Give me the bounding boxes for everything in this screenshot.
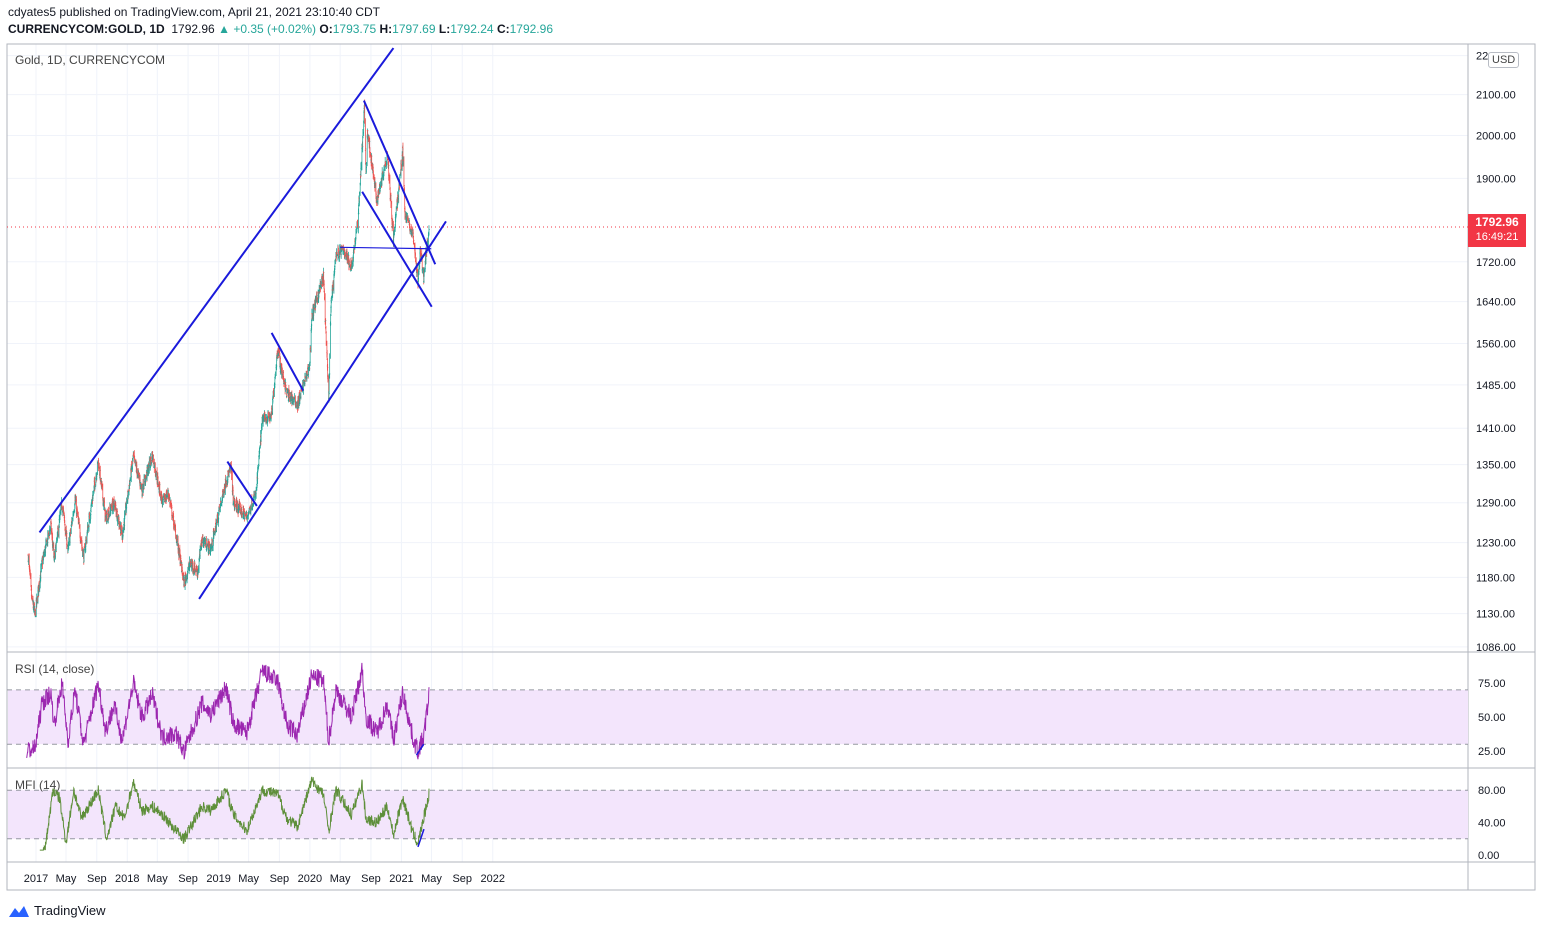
- ohlc-line: CURRENCYCOM:GOLD, 1D 1792.96 ▲ +0.35 (+0…: [8, 22, 553, 36]
- rsi-line: [26, 662, 430, 760]
- trendline: [361, 191, 433, 308]
- price-axis-label: 1350.00: [1476, 460, 1516, 472]
- close-value: 1792.96: [509, 22, 553, 36]
- time-axis-label: 2018: [115, 873, 139, 885]
- time-axis-label: May: [238, 873, 259, 885]
- price-axis-label: 1180.00: [1476, 572, 1515, 584]
- time-axis-label: Sep: [452, 873, 472, 885]
- last-price-tag-value: 1792.96: [1475, 215, 1519, 229]
- time-axis-label: May: [56, 873, 77, 885]
- mfi-axis-label: 40.00: [1478, 818, 1506, 830]
- time-axis-label: May: [147, 873, 168, 885]
- open-label: O:: [319, 22, 333, 36]
- mfi-pane: [7, 776, 1468, 851]
- publisher-line: cdyates5 published on TradingView.com, A…: [8, 5, 381, 19]
- main-pane-legend: Gold, 1D, CURRENCYCOM: [15, 53, 166, 67]
- time-axis-label: 2021: [389, 873, 413, 885]
- symbol-label: CURRENCYCOM:GOLD, 1D: [8, 22, 165, 36]
- rsi-axis-label: 25.00: [1478, 746, 1506, 758]
- rsi-trendline: [415, 743, 425, 756]
- time-axis-label: Sep: [87, 873, 107, 885]
- time-axis-label: Sep: [178, 873, 198, 885]
- mfi-trendline: [417, 828, 425, 848]
- trendline: [340, 246, 432, 250]
- time-axis-label: 2022: [481, 873, 505, 885]
- low-value: 1792.24: [450, 22, 494, 36]
- price-axis-label: 2100.00: [1476, 90, 1516, 102]
- pane-frames: [6, 43, 1536, 891]
- rsi-pane: [7, 662, 1468, 760]
- time-axis-label: 2020: [298, 873, 322, 885]
- chart-frame: [6, 43, 1536, 891]
- brand-name: TradingView: [34, 903, 106, 918]
- bar-countdown: 16:49:21: [1475, 231, 1519, 243]
- trendline-drawings: [38, 47, 447, 848]
- open-value: 1793.75: [332, 22, 377, 36]
- trendline: [270, 332, 305, 391]
- time-axis-label: May: [330, 873, 351, 885]
- price-axis-label: 1230.00: [1476, 538, 1516, 550]
- rsi-axis-label: 75.00: [1478, 678, 1506, 690]
- mfi-axis-label: 0.00: [1478, 850, 1499, 862]
- change-value: +0.35 (+0.02%): [233, 22, 317, 36]
- price-axis-label: 2000.00: [1476, 130, 1516, 142]
- tradingview-logo-icon: [9, 905, 29, 917]
- mfi-band-fill: [8, 790, 1468, 839]
- rsi-pane-legend: RSI (14, close): [15, 662, 95, 676]
- axes: 2017 May Sep 2018 May Sep 2019 May Sep 2020 May Sep…: [24, 51, 1516, 885]
- price-axis-label: 1720.00: [1476, 257, 1516, 269]
- price-axis-label: 1130.00: [1476, 609, 1515, 621]
- price-axis-label: 1900.00: [1476, 173, 1516, 185]
- trendline: [363, 100, 437, 265]
- time-axis-label: Sep: [270, 873, 290, 885]
- close-label: C:: [496, 22, 510, 36]
- price-axis-label: 1410.00: [1476, 423, 1516, 435]
- price-axis-label: 1640.00: [1476, 297, 1516, 309]
- trendline: [38, 47, 395, 534]
- price-axis-label: 1485.00: [1476, 380, 1516, 392]
- trendline: [226, 460, 258, 507]
- time-axis-label: 2019: [206, 873, 230, 885]
- last-price-tag: 1792.96 16:49:21: [1468, 214, 1526, 247]
- price-axis-label: 1086.00: [1476, 642, 1516, 654]
- time-axis-label: 2017: [24, 873, 48, 885]
- currency-button[interactable]: USD: [1488, 52, 1520, 68]
- mfi-axis-label: 80.00: [1478, 785, 1506, 797]
- up-arrow-icon: ▲: [218, 22, 230, 36]
- trendline: [198, 220, 447, 600]
- time-axis-label: May: [421, 873, 442, 885]
- low-label: L:: [438, 22, 451, 36]
- high-value: 1797.69: [392, 22, 436, 36]
- mfi-line: [39, 776, 430, 851]
- mfi-pane-legend: MFI (14): [15, 778, 61, 792]
- price-candles: [27, 99, 430, 618]
- price-axis-label: 1560.00: [1476, 339, 1516, 351]
- price-axis-label: 1290.00: [1476, 498, 1516, 510]
- high-label: H:: [379, 22, 393, 36]
- tradingview-brand[interactable]: TradingView: [8, 903, 106, 918]
- time-axis-label: Sep: [361, 873, 381, 885]
- rsi-axis-label: 50.00: [1478, 712, 1506, 724]
- last-price: 1792.96: [171, 22, 215, 36]
